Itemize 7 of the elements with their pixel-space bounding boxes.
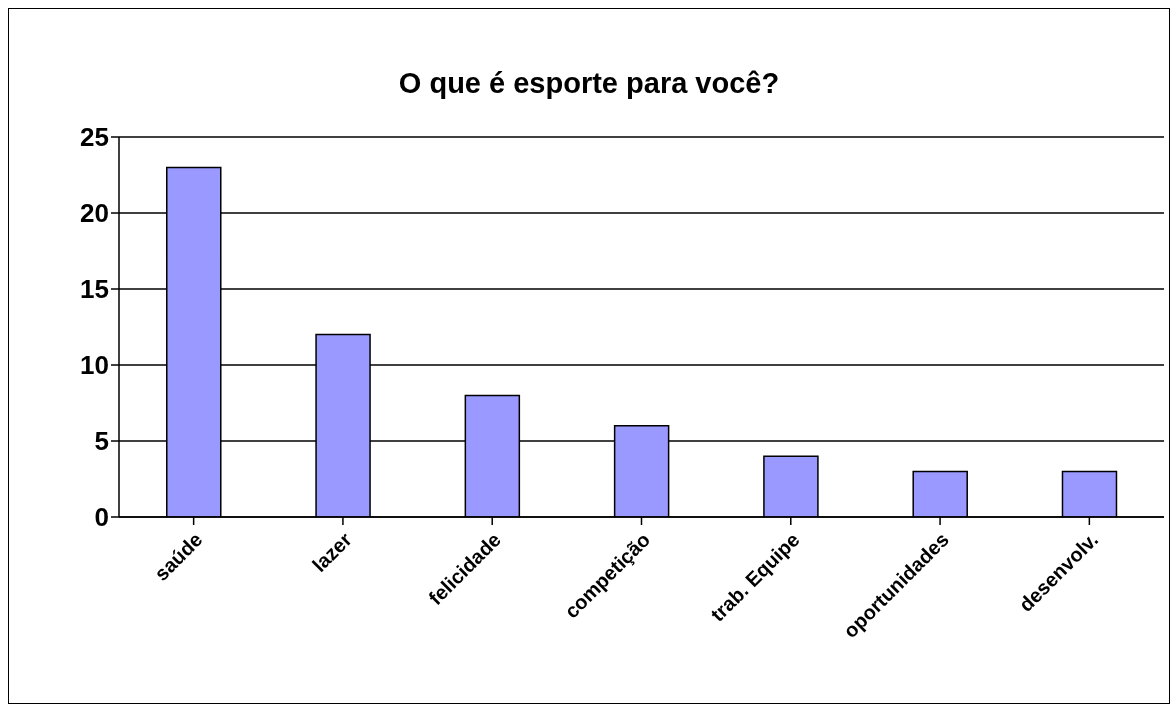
y-tick-label: 5 — [94, 426, 109, 457]
chart-title: O que é esporte para você? — [397, 67, 781, 100]
y-tick-label: 10 — [80, 350, 109, 381]
y-tick-label: 25 — [80, 122, 109, 153]
y-tick-label: 15 — [80, 274, 109, 305]
y-tick-label: 0 — [94, 502, 109, 533]
y-tick-label: 20 — [80, 198, 109, 229]
